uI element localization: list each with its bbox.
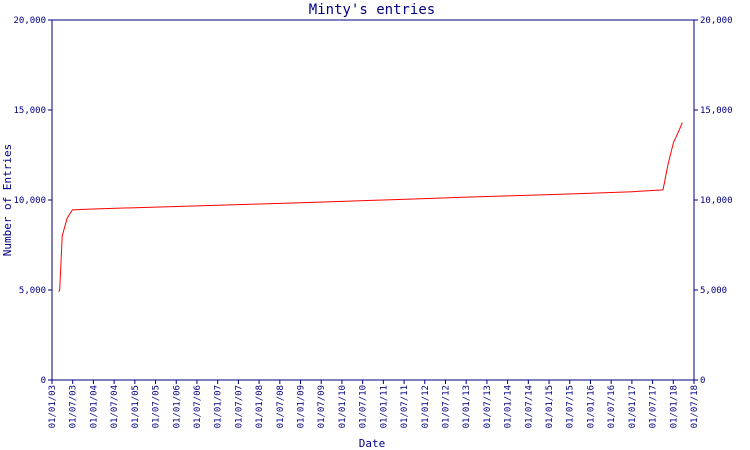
x-tick-label: 01/01/06 [172,385,182,428]
y-tick-label-left: 20,000 [13,16,46,26]
y-tick-label-left: 0 [41,376,46,386]
x-tick-label: 01/07/14 [524,385,534,428]
y-axis-left: 0 5,000 10,000 15,000 20,000 [13,16,52,386]
x-tick-label: 01/01/14 [504,385,514,428]
y-tick-label-left: 5,000 [19,286,46,296]
y-axis-right: 0 5,000 10,000 15,000 20,000 [694,16,733,386]
x-tick-label: 01/01/11 [379,385,389,428]
x-tick-label: 01/01/07 [214,385,224,428]
x-tick-label: 01/07/07 [234,385,244,428]
x-tick-label: 01/01/15 [545,385,555,428]
series-group [58,122,683,293]
x-tick-label: 01/01/17 [628,385,638,428]
x-tick-label: 01/01/18 [669,385,679,428]
x-tick-label: 01/07/17 [649,385,659,428]
x-tick-label: 01/07/12 [441,385,451,428]
x-tick-label: 01/01/13 [462,385,472,428]
y-tick-label-right: 15,000 [700,106,733,116]
y-tick-label-right: 0 [700,376,705,386]
x-tick-label: 01/07/13 [483,385,493,428]
x-tick-label: 01/07/11 [400,385,410,428]
x-tick-label: 01/07/18 [690,385,700,428]
x-tick-label: 01/07/08 [276,385,286,428]
y-tick-label-right: 5,000 [700,286,727,296]
x-tick-label: 01/07/16 [607,385,617,428]
series-line [58,122,683,293]
x-tick-label: 01/07/06 [193,385,203,428]
x-axis: 01/01/03 01/07/03 01/01/04 01/07/04 01/01/05… [48,380,700,428]
x-tick-label: 01/07/05 [152,385,162,428]
y-axis-label: Number of Entries [1,144,14,257]
x-tick-label: 01/01/09 [297,385,307,428]
x-tick-label: 01/07/09 [317,385,327,428]
x-tick-label: 01/01/12 [421,385,431,428]
x-tick-label: 01/01/16 [586,385,596,428]
y-tick-label-left: 10,000 [13,196,46,206]
x-tick-label: 01/01/04 [89,385,99,428]
x-tick-label: 01/01/08 [255,385,265,428]
x-tick-label: 01/07/03 [69,385,79,428]
y-tick-label-right: 20,000 [700,16,733,26]
x-tick-label: 01/01/03 [48,385,58,428]
x-tick-label: 01/07/15 [566,385,576,428]
x-tick-label: 01/07/10 [359,385,369,428]
plot-area [51,19,695,381]
x-tick-label: 01/01/10 [338,385,348,428]
y-tick-label-right: 10,000 [700,196,733,206]
y-tick-label-left: 15,000 [13,106,46,116]
x-tick-label: 01/01/05 [131,385,141,428]
x-tick-label: 01/07/04 [110,385,120,428]
chart-title: Minty's entries [309,2,435,18]
x-axis-label: Date [359,437,386,450]
